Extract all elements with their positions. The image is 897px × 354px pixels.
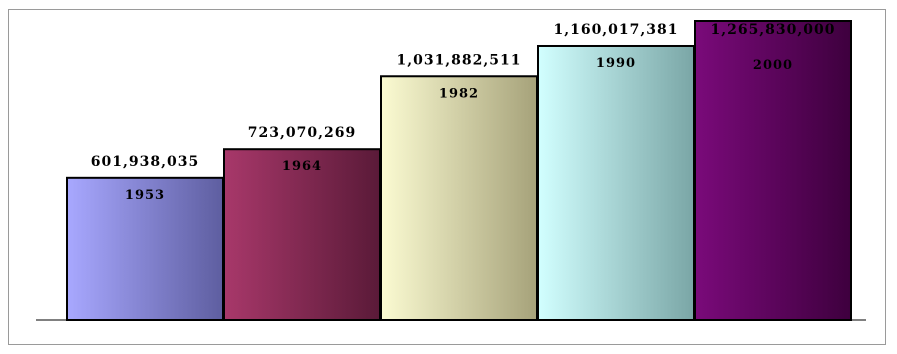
- value-label-1990: 1,160,017,381: [553, 22, 678, 38]
- bar-1982: [380, 75, 538, 321]
- value-label-1964: 723,070,269: [248, 125, 356, 141]
- category-label-1953: 1953: [125, 188, 165, 203]
- category-label-2000: 2000: [753, 58, 793, 73]
- labels-layer: 601,938,035 1953 723,070,269 1964 1,031,882,…: [91, 22, 835, 203]
- value-label-2000: 1,265,830,000: [710, 22, 835, 38]
- bar-1953: [66, 176, 224, 321]
- value-label-1953: 601,938,035: [91, 154, 199, 170]
- bars-layer: [66, 20, 852, 321]
- category-label-1990: 1990: [596, 56, 636, 71]
- bar-1964: [223, 148, 381, 321]
- category-label-1982: 1982: [439, 86, 479, 101]
- category-label-1964: 1964: [282, 159, 322, 174]
- bar-2000: [694, 20, 852, 321]
- value-label-1982: 1,031,882,511: [396, 52, 521, 68]
- bar-1990: [537, 44, 695, 321]
